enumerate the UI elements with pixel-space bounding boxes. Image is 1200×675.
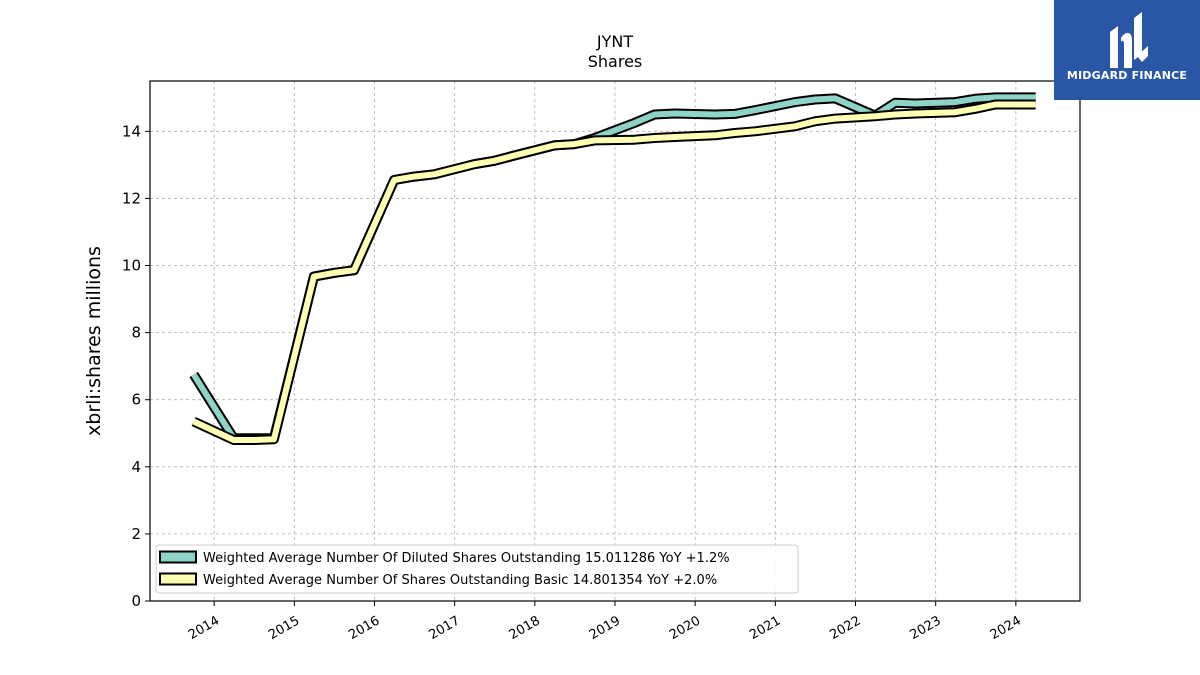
x-tick-label: 2019 [587,613,623,643]
y-tick-label: 8 [131,324,141,342]
x-tick-label: 2021 [747,613,783,643]
x-tick-label: 2015 [266,613,302,643]
y-tick-label: 4 [131,458,141,476]
y-axis-label: xbrli:shares millions [83,246,105,436]
x-tick-label: 2017 [426,613,462,643]
x-tick-label: 2022 [827,613,863,643]
chart-subtitle: Shares [588,52,643,71]
legend-swatch-1 [159,572,197,586]
logo-text: MIDGARD FINANCE [1066,69,1188,82]
legend-box [155,544,799,594]
legend-label-1: Weighted Average Number Of Shares Outsta… [203,573,717,588]
brand-logo: MIDGARD FINANCE [1054,0,1200,100]
logo-mark-icon [1110,12,1148,68]
y-tick-label: 12 [122,189,141,207]
x-tick-label: 2016 [346,613,382,643]
x-tick-label: 2018 [507,613,543,643]
y-tick-label: 6 [131,391,141,409]
y-tick-label: 10 [122,257,141,275]
y-axis: 0 2 4 6 8 10 12 14 [122,122,150,610]
x-tick-label: 2020 [667,613,703,643]
legend-swatch-0 [159,550,197,564]
series-line-1 [192,101,1036,443]
legend-label-0: Weighted Average Number Of Diluted Share… [203,551,730,566]
legend: Weighted Average Number Of Diluted Share… [155,544,799,594]
y-tick-label: 2 [131,525,141,543]
x-tick-label: 2024 [988,613,1024,643]
x-axis: 2014 2015 2016 2017 2018 2019 2020 2021 2022 2023… [186,601,1024,643]
grid [150,81,1080,602]
chart-title: JYNT [596,32,633,51]
y-tick-label: 14 [122,122,141,140]
series-layer [189,92,1036,445]
x-tick-label: 2014 [186,613,222,643]
y-tick-label: 0 [131,592,141,610]
x-tick-label: 2023 [908,613,944,643]
